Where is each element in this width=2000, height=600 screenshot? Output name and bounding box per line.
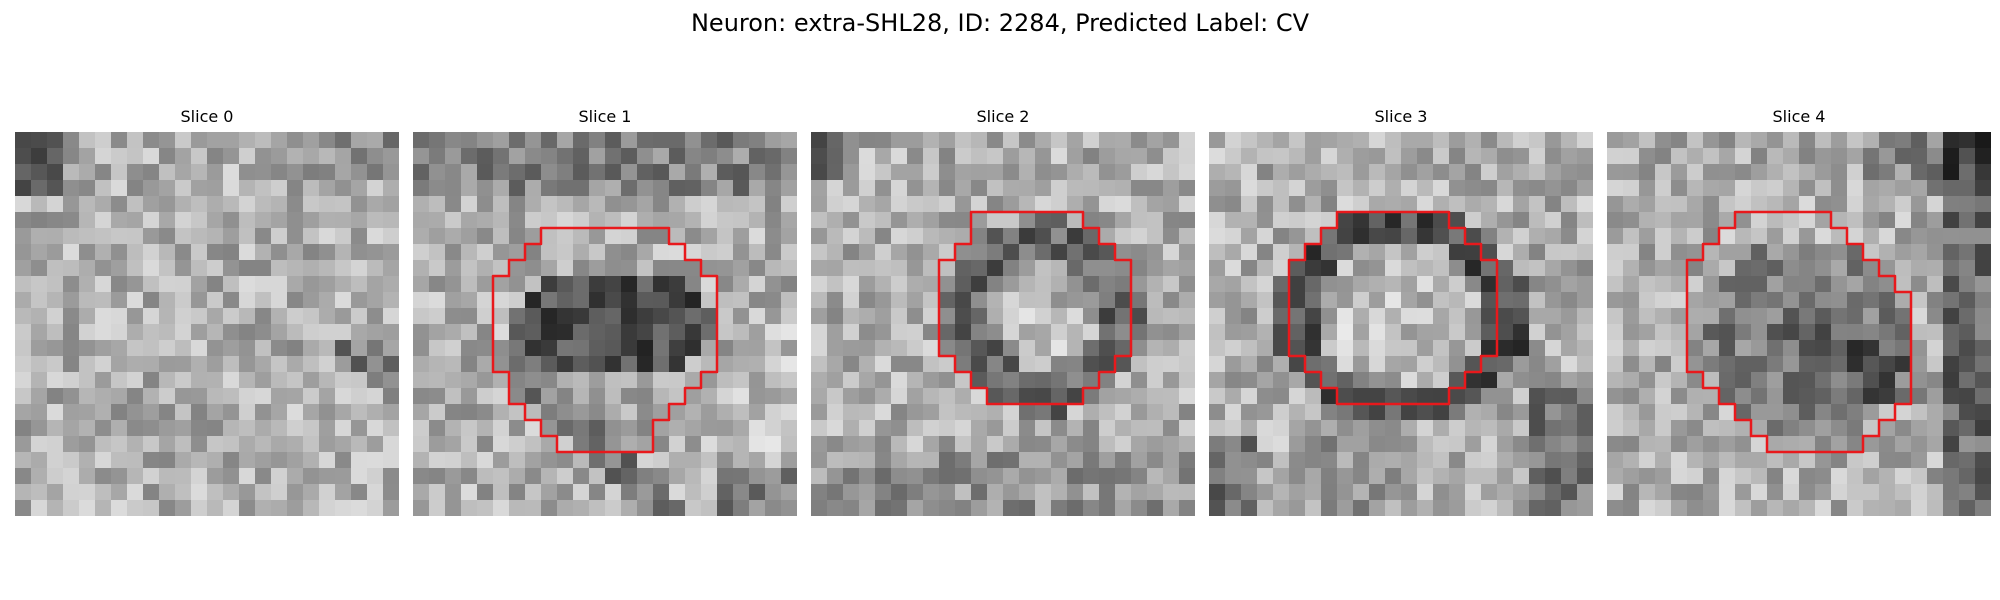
pixel-grid — [1607, 132, 1991, 516]
slice-panel-0: Slice 0 — [15, 106, 399, 516]
slice-panel-1: Slice 1 — [413, 106, 797, 516]
figure-title: Neuron: extra-SHL28, ID: 2284, Predicted… — [690, 9, 1310, 37]
pixel-grid — [15, 132, 399, 516]
pixel-grid — [811, 132, 1195, 516]
slice-image — [811, 132, 1195, 516]
slice-image — [15, 132, 399, 516]
slice-panel-4: Slice 4 — [1607, 106, 1991, 516]
slice-title: Slice 4 — [1772, 107, 1826, 126]
segmentation-outline — [1287, 210, 1499, 406]
segmentation-outline — [1685, 210, 1913, 454]
slice-title: Slice 0 — [180, 107, 234, 126]
slice-panel-2: Slice 2 — [811, 106, 1195, 516]
slice-title: Slice 1 — [578, 107, 632, 126]
pixel-grid — [1209, 132, 1593, 516]
segmentation-outline — [937, 210, 1133, 406]
slice-image — [1209, 132, 1593, 516]
slice-title: Slice 2 — [976, 107, 1030, 126]
pixel-grid — [413, 132, 797, 516]
slice-panel-3: Slice 3 — [1209, 106, 1593, 516]
slice-image — [413, 132, 797, 516]
slice-title: Slice 3 — [1374, 107, 1428, 126]
segmentation-outline — [491, 226, 719, 454]
slice-image — [1607, 132, 1991, 516]
